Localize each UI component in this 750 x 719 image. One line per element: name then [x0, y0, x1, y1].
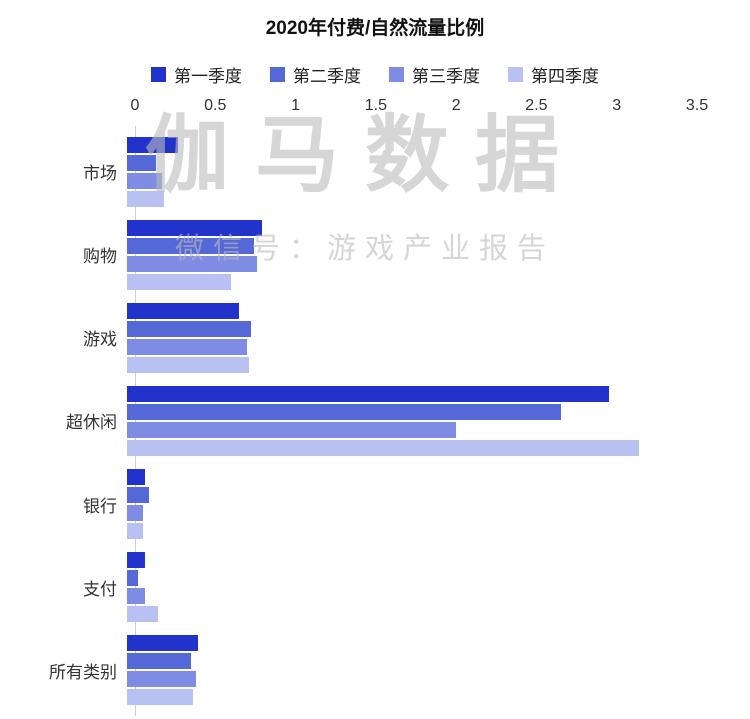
y-axis-line	[135, 126, 136, 716]
category-label: 超休闲	[66, 413, 117, 433]
category-row-6: 所有类别	[0, 635, 750, 706]
bar-c4-q1	[127, 469, 145, 486]
x-axis-tick: 0	[130, 97, 140, 114]
legend: 第一季度 第二季度 第三季度 第四季度	[0, 62, 750, 87]
legend-label: 第一季度	[174, 67, 242, 86]
bar-c0-q3	[127, 172, 163, 189]
x-axis-tick: 3	[612, 97, 622, 114]
bar-c1-q2	[127, 237, 254, 254]
bar-group	[127, 385, 689, 456]
bar-c3-q1	[127, 385, 609, 402]
category-label: 银行	[83, 496, 117, 516]
bar-c4-q2	[127, 487, 150, 504]
category-label: 所有类别	[49, 662, 117, 682]
bar-c5-q4	[127, 606, 158, 623]
legend-swatch-icon	[270, 67, 285, 82]
x-axis-tick: 2.5	[525, 97, 548, 114]
bar-c6-q2	[127, 653, 192, 670]
bar-c4-q4	[127, 523, 144, 540]
legend-label: 第二季度	[293, 67, 361, 86]
chart-title: 2020年付费/自然流量比例	[265, 18, 485, 39]
x-axis-tick: 3.5	[685, 97, 709, 114]
legend-swatch-icon	[389, 67, 404, 82]
x-axis: 0 0.5 1 1.5 2 2.5 3 3.5	[131, 97, 709, 117]
legend-swatch-icon	[508, 67, 523, 82]
bar-c3-q3	[127, 421, 457, 438]
legend-item-q4: 第四季度	[508, 62, 599, 87]
legend-label: 第三季度	[412, 67, 480, 86]
bar-c0-q4	[127, 190, 164, 207]
category-label: 市场	[83, 164, 117, 184]
plot-area: 市场购物游戏超休闲银行支付所有类别	[0, 126, 750, 716]
category-label: 游戏	[83, 330, 117, 350]
x-axis-tick: 2	[451, 97, 461, 114]
bar-c4-q3	[127, 505, 144, 522]
bar-c5-q3	[127, 588, 145, 605]
bar-c2-q2	[127, 320, 251, 337]
bar-group	[127, 136, 689, 207]
bar-rows: 市场购物游戏超休闲银行支付所有类别	[0, 130, 750, 712]
x-axis-tick: 1.5	[364, 97, 387, 114]
bar-c1-q4	[127, 273, 232, 290]
bar-group	[127, 302, 689, 373]
bar-c0-q2	[127, 154, 156, 171]
bar-c5-q1	[127, 552, 145, 569]
category-label: 购物	[83, 247, 117, 267]
bar-c6-q1	[127, 635, 198, 652]
bar-c2-q4	[127, 356, 250, 373]
bar-c3-q2	[127, 403, 561, 420]
bar-group	[127, 219, 689, 290]
bar-group	[127, 635, 689, 706]
bar-c1-q1	[127, 219, 262, 236]
x-axis-tick: 0.5	[204, 97, 227, 114]
category-row-3: 超休闲	[0, 385, 750, 456]
bar-group	[127, 469, 689, 540]
category-row-0: 市场	[0, 136, 750, 207]
x-axis-tick: 1	[291, 97, 301, 114]
bar-c6-q3	[127, 671, 197, 688]
category-row-4: 银行	[0, 469, 750, 540]
legend-item-q2: 第二季度	[270, 62, 361, 87]
category-label: 支付	[83, 579, 117, 599]
bar-group	[127, 552, 689, 623]
category-row-2: 游戏	[0, 302, 750, 373]
legend-label: 第四季度	[531, 67, 599, 86]
legend-item-q3: 第三季度	[389, 62, 480, 87]
category-row-1: 购物	[0, 219, 750, 290]
legend-swatch-icon	[151, 67, 166, 82]
bar-c2-q1	[127, 302, 240, 319]
bar-c2-q3	[127, 338, 248, 355]
bar-c6-q4	[127, 689, 193, 706]
bar-c3-q4	[127, 439, 640, 456]
bar-c1-q3	[127, 255, 258, 272]
bar-c0-q1	[127, 136, 179, 153]
legend-item-q1: 第一季度	[151, 62, 242, 87]
bar-c5-q2	[127, 570, 139, 587]
category-row-5: 支付	[0, 552, 750, 623]
